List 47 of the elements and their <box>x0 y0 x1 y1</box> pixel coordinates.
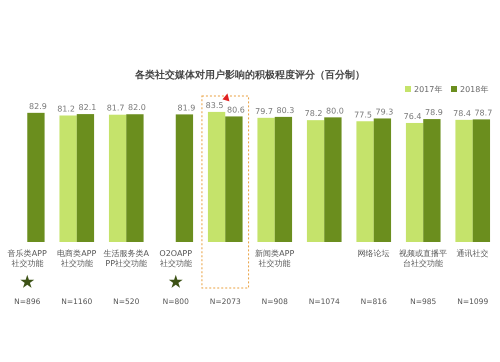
data-label: 78.9 <box>424 108 443 118</box>
bar <box>126 114 144 242</box>
bar <box>274 116 292 242</box>
data-label: 82.1 <box>78 103 96 112</box>
bar <box>27 112 45 242</box>
bar <box>225 116 243 242</box>
chart-title: 各类社交媒体对用户影响的积极程度评分（百分制） <box>134 69 365 81</box>
legend-label: 2017年 <box>414 85 442 94</box>
bar <box>356 121 374 242</box>
data-label: 80.3 <box>276 106 294 115</box>
bar <box>257 118 275 242</box>
bar <box>76 114 94 242</box>
x-tick-label: O2OAPP社交功能 <box>159 249 192 268</box>
data-label: 78.2 <box>304 109 322 118</box>
data-label: 80.0 <box>326 106 344 116</box>
x-tick-label: 电商类APP社交功能 <box>57 249 96 268</box>
bar <box>455 120 473 242</box>
x-tick-label: 音乐类APP社交功能 <box>8 249 48 268</box>
data-label: 82.0 <box>128 103 146 112</box>
data-label: 79.3 <box>375 107 394 116</box>
bar <box>176 114 194 242</box>
data-label: 79.7 <box>255 106 273 116</box>
bar <box>472 119 490 242</box>
data-label: 80.6 <box>227 105 245 114</box>
legend-label: 2018年 <box>460 85 488 94</box>
data-label: 83.5 <box>206 100 224 110</box>
bar <box>423 119 441 242</box>
bar <box>108 114 126 242</box>
data-label: 78.4 <box>453 108 471 118</box>
data-label: 76.4 <box>404 112 422 121</box>
data-label: 78.7 <box>474 108 492 118</box>
data-label: 81.7 <box>106 104 125 113</box>
bar <box>208 112 226 242</box>
bar <box>406 122 424 242</box>
data-label: 81.2 <box>57 104 76 114</box>
data-label: 81.9 <box>178 103 196 112</box>
bar <box>306 120 324 242</box>
bar <box>324 117 342 242</box>
x-tick-label: 通讯社交 <box>456 249 489 258</box>
bar <box>59 115 77 242</box>
data-label: 82.9 <box>29 102 47 111</box>
bar <box>374 118 392 242</box>
x-tick-label: 生活服务类APP社交功能 <box>104 249 150 268</box>
x-tick-label: 网络论坛 <box>358 249 390 258</box>
x-tick-label: 视频或直播平台社交功能 <box>399 249 448 268</box>
x-tick-label: 新闻类APP社交功能 <box>255 249 294 268</box>
data-label: 77.5 <box>354 110 372 120</box>
